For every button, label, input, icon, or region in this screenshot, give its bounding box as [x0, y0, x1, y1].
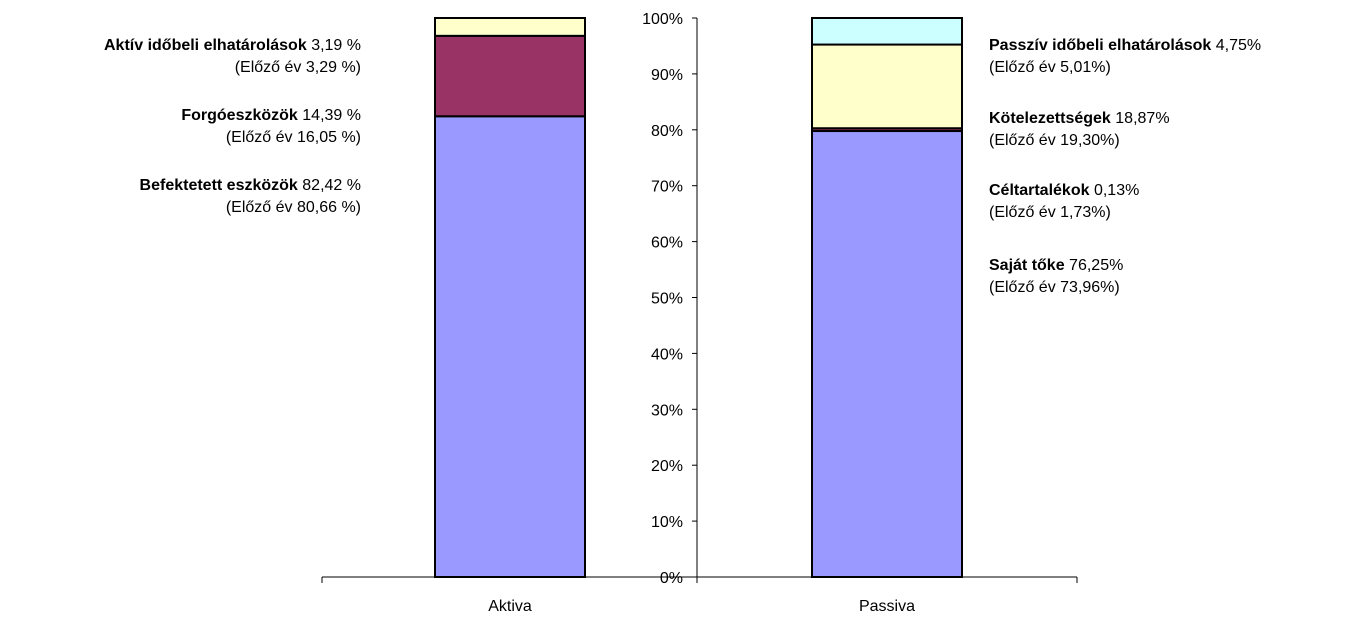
annotation-prev: (Előző év 16,05 %): [225, 129, 361, 146]
y-tick-label: 20%: [651, 458, 683, 475]
bar-segment-passiva-3: [811, 17, 963, 46]
annotation-prev: (Előző év 80,66 %): [225, 199, 361, 216]
annotation-name: Passzív időbeli elhatárolások: [989, 37, 1212, 54]
annotation-aktiv-idobeli: Aktív időbeli elhatárolások 3,19 % (Előz…: [104, 35, 361, 79]
y-tick-label: 70%: [651, 179, 683, 196]
y-tick-label: 40%: [651, 346, 683, 363]
y-tick-label: 50%: [651, 291, 683, 308]
annotation-prev: (Előző év 19,30%): [989, 132, 1120, 149]
annotation-forgoeszkozok: Forgóeszközök 14,39 % (Előző év 16,05 %): [181, 105, 361, 149]
annotation-sajat-toke: Saját tőke 76,25% (Előző év 73,96%): [989, 255, 1123, 299]
annotation-name: Forgóeszközök: [181, 107, 298, 124]
y-tick-label: 100%: [642, 11, 683, 28]
annotation-kotelezettsegek: Kötelezettségek 18,87% (Előző év 19,30%): [989, 108, 1170, 152]
y-tick-label: 60%: [651, 235, 683, 252]
annotation-name: Befektetett eszközök: [139, 177, 298, 194]
y-tick-label: 10%: [651, 514, 683, 531]
annotation-name: Kötelezettségek: [989, 110, 1111, 127]
annotation-value: 76,25%: [1069, 257, 1124, 274]
annotation-befektetett-eszkozok: Befektetett eszközök 82,42 % (Előző év 8…: [140, 175, 361, 219]
annotation-value: 4,75%: [1215, 37, 1262, 54]
annotation-prev: (Előző év 1,73%): [989, 204, 1111, 221]
annotation-celtartalekok: Céltartalékok 0,13% (Előző év 1,73%): [989, 180, 1139, 224]
annotation-prev: (Előző év 5,01%): [989, 59, 1111, 76]
annotation-name: Saját tőke: [989, 257, 1065, 274]
y-tick-label: 30%: [651, 402, 683, 419]
bar-segment-aktiva-0: [434, 115, 586, 579]
y-tick-label: 80%: [651, 123, 683, 140]
bar-segment-passiva-0: [811, 130, 963, 579]
x-category-label: Aktiva: [488, 598, 532, 615]
bar-segment-aktiva-2: [434, 17, 586, 37]
annotation-value: 18,87%: [1115, 110, 1170, 127]
x-category-label: Passiva: [859, 598, 915, 615]
annotation-prev: (Előző év 73,96%): [989, 279, 1120, 296]
annotation-value: 14,39 %: [302, 107, 361, 124]
bar-segment-passiva-2: [811, 43, 963, 130]
annotation-name: Aktív időbeli elhatárolások: [104, 37, 307, 54]
annotation-value: 3,19 %: [311, 37, 361, 54]
x-category-labels: Aktiva Passiva: [488, 598, 915, 615]
annotation-name: Céltartalékok: [989, 182, 1090, 199]
annotation-passziv-idobeli: Passzív időbeli elhatárolások 4,75% (Elő…: [989, 35, 1261, 79]
y-tick-label: 90%: [651, 67, 683, 84]
y-tick-label: 0%: [660, 570, 683, 587]
bars: [434, 17, 963, 579]
bar-segment-aktiva-1: [434, 34, 586, 118]
y-tick-labels: 0% 10% 20% 30% 40% 50% 60% 70% 80% 90% 100%: [642, 11, 683, 587]
annotation-value: 82,42 %: [302, 177, 361, 194]
annotation-value: 0,13%: [1093, 182, 1140, 199]
annotation-prev: (Előző év 3,29 %): [234, 59, 361, 76]
